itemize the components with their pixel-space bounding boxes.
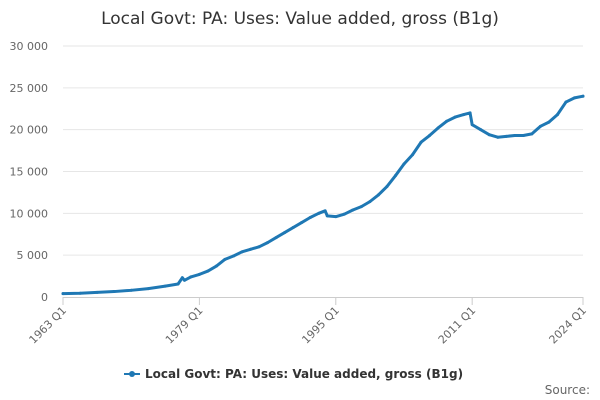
y-tick-label: 10 000 (10, 207, 49, 220)
data-point (581, 94, 585, 98)
data-point (572, 96, 576, 100)
data-point (291, 226, 295, 230)
data-point (564, 100, 568, 104)
y-tick-label: 20 000 (10, 124, 49, 137)
data-point (504, 134, 508, 138)
data-point (197, 272, 201, 276)
data-point (402, 162, 406, 166)
data-point (323, 209, 327, 213)
data-point (206, 269, 210, 273)
data-point (300, 221, 304, 225)
x-tick-label: 2011 Q1 (436, 304, 479, 347)
data-point (521, 134, 525, 138)
data-point (283, 231, 287, 235)
data-point (376, 193, 380, 197)
x-tick-label: 1963 Q1 (27, 304, 70, 347)
data-point (393, 174, 397, 178)
x-tick-label: 1995 Q1 (299, 304, 342, 347)
gridlines (63, 45, 583, 256)
data-point (453, 115, 457, 119)
data-point (385, 185, 389, 189)
data-point (240, 250, 244, 254)
data-point (61, 292, 65, 296)
data-point (266, 241, 270, 245)
data-point (274, 236, 278, 240)
y-tick-label: 0 (41, 291, 48, 304)
data-point (547, 120, 551, 124)
legend[interactable]: Local Govt: PA: Uses: Value added, gross… (124, 367, 463, 381)
data-point (334, 215, 338, 219)
series-line (61, 94, 585, 296)
data-point (342, 212, 346, 216)
data-point (468, 111, 472, 115)
x-tick-label: 1979 Q1 (163, 304, 206, 347)
data-point (479, 128, 483, 132)
data-point (317, 211, 321, 215)
y-axis-ticks: 0 5 000 10 000 15 000 20 000 25 000 30 000 (10, 40, 49, 304)
y-tick-label: 25 000 (10, 82, 49, 95)
data-point (530, 132, 534, 136)
y-tick-label: 5 000 (17, 249, 49, 262)
data-point (436, 126, 440, 130)
series-points (61, 94, 585, 296)
data-point (95, 290, 99, 294)
data-point (214, 264, 218, 268)
legend-label: Local Govt: PA: Uses: Value added, gross… (145, 367, 463, 381)
data-point (428, 134, 432, 138)
data-point (325, 214, 329, 218)
data-point (257, 245, 261, 249)
data-point (462, 113, 466, 117)
data-point (513, 134, 517, 138)
data-point (249, 247, 253, 251)
x-tick-label: 2024 Q1 (547, 304, 590, 347)
data-point (411, 153, 415, 157)
data-point (368, 200, 372, 204)
data-point (180, 276, 184, 280)
y-tick-label: 30 000 (10, 40, 49, 53)
data-point (223, 257, 227, 261)
legend-marker (129, 371, 135, 377)
data-point (189, 275, 193, 279)
source-label: Source: (545, 383, 590, 397)
data-point (182, 278, 186, 282)
data-point (78, 291, 82, 295)
data-point (419, 140, 423, 144)
y-tick-label: 15 000 (10, 166, 49, 179)
data-point (146, 287, 150, 291)
data-point (308, 216, 312, 220)
data-point (129, 288, 133, 292)
data-point (351, 208, 355, 212)
data-point (445, 119, 449, 123)
data-point (538, 124, 542, 128)
chart-title: Local Govt: PA: Uses: Value added, gross… (101, 9, 499, 29)
data-point (176, 282, 180, 286)
data-point (231, 254, 235, 258)
data-point (496, 135, 500, 139)
data-point (112, 290, 116, 294)
data-point (487, 133, 491, 137)
data-point (163, 284, 167, 288)
data-point (470, 123, 474, 127)
data-point (359, 205, 363, 209)
data-point (555, 113, 559, 117)
x-axis-ticks: 1963 Q1 1979 Q1 1995 Q1 2011 Q1 2024 Q1 (27, 297, 590, 347)
